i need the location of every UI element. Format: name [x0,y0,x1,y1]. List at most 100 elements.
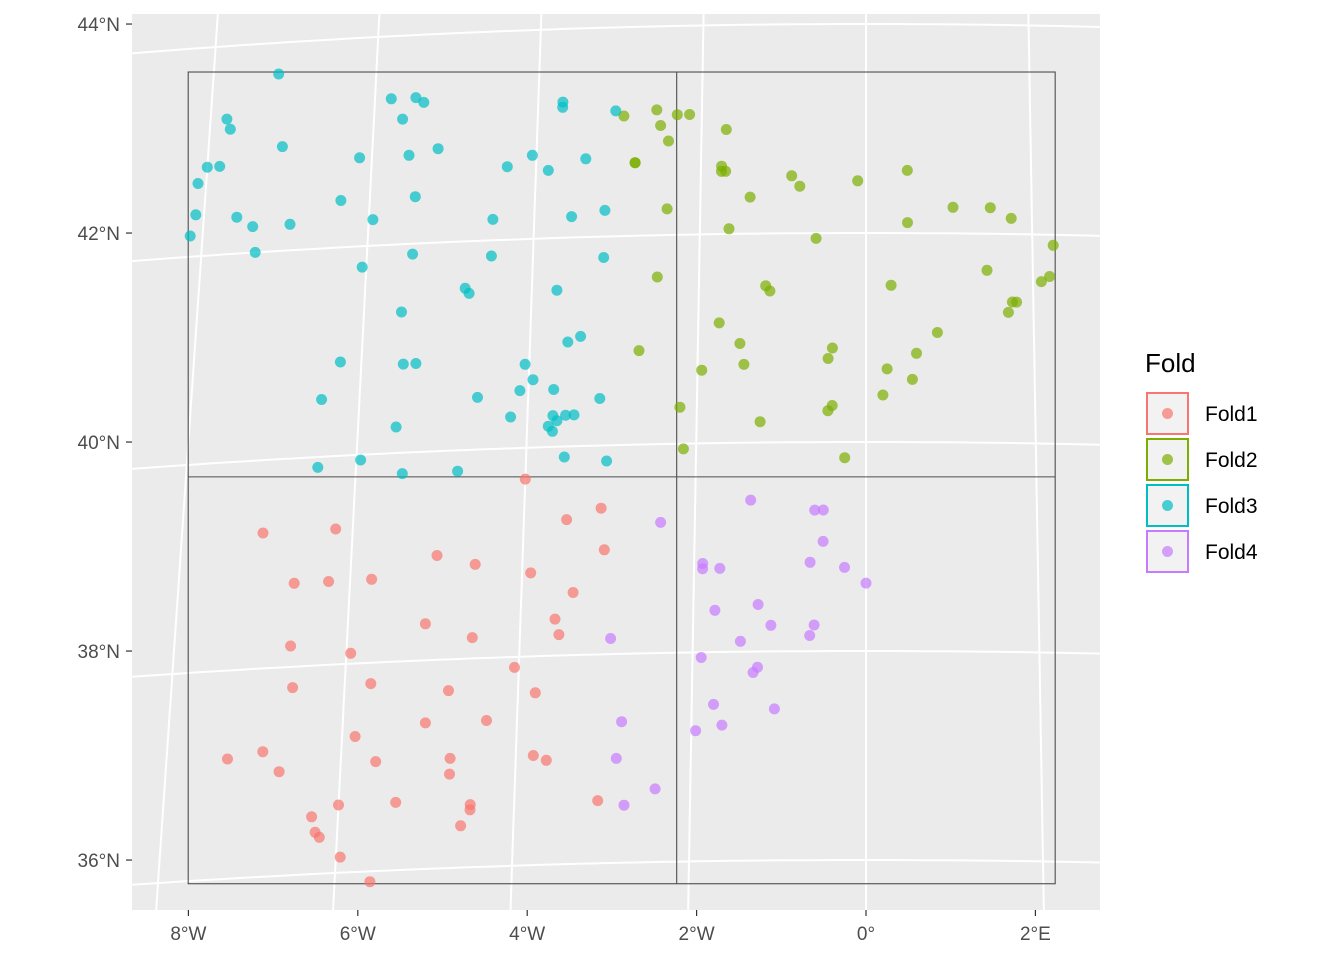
x-tick-label: 0° [857,924,875,945]
point-fold1 [553,629,565,641]
point-fold2 [1044,271,1056,282]
point-fold2 [1002,306,1014,318]
point-fold3 [485,250,497,262]
point-fold4 [697,563,709,575]
point-fold4 [817,504,829,516]
point-fold3 [403,149,415,161]
point-fold3 [284,218,296,230]
point-fold3 [487,213,499,225]
point-fold1 [481,715,492,726]
point-fold3 [397,358,409,370]
point-fold3 [601,455,613,467]
legend: Fold Fold1 Fold2 Fold3 Fold4 [1145,348,1258,573]
point-fold3 [542,164,554,176]
point-fold3 [519,358,531,370]
point-fold1 [257,527,269,539]
point-fold1 [509,661,520,673]
point-fold1 [390,796,402,808]
point-fold1 [366,573,378,585]
point-fold1 [345,647,357,659]
point-fold3 [546,425,558,437]
point-fold3 [390,421,402,433]
y-tick-label: 36°N [78,851,120,872]
point-fold3 [566,211,578,223]
legend-key-point [1162,408,1173,419]
point-fold4 [747,667,759,678]
point-fold3 [221,113,233,125]
point-fold1 [527,750,539,761]
point-fold3 [356,261,368,273]
point-fold4 [809,504,821,516]
x-tick-label: 2°W [679,924,715,945]
point-fold2 [754,416,766,428]
point-fold2 [723,223,735,235]
point-fold3 [501,161,513,173]
point-fold2 [839,452,851,464]
legend-label-fold3: Fold3 [1205,495,1258,518]
point-fold2 [810,232,822,244]
point-fold2 [931,327,943,338]
point-fold1 [469,558,481,570]
legend-key-point [1162,454,1173,465]
point-fold3 [418,96,430,108]
point-fold2 [911,347,922,359]
point-fold3 [409,191,421,203]
point-fold1 [370,756,382,768]
point-fold2 [716,165,727,177]
point-fold3 [316,394,328,405]
point-fold2 [822,405,834,417]
point-fold1 [257,746,269,758]
point-fold3 [224,123,236,135]
legend-label-fold2: Fold2 [1205,449,1258,472]
meridian-line [687,14,705,910]
point-fold3 [548,384,560,395]
point-fold3 [334,356,346,368]
point-fold4 [804,630,816,641]
point-fold1 [288,577,300,589]
point-fold2 [1011,296,1023,308]
point-fold1 [592,795,604,807]
point-fold4 [709,604,721,616]
y-tick-label: 40°N [78,433,120,454]
point-fold1 [443,685,454,697]
point-fold2 [661,203,673,215]
legend-label-fold1: Fold1 [1205,403,1258,426]
legend-title: Fold [1145,348,1196,378]
point-fold1 [595,502,607,514]
point-fold1 [540,754,552,766]
point-fold2 [663,135,674,147]
point-fold1 [313,831,325,843]
point-fold3 [355,454,367,466]
point-fold2 [734,338,746,349]
point-fold4 [605,633,617,644]
point-fold4 [808,619,820,631]
point-fold2 [671,109,683,121]
point-fold2 [655,120,667,131]
meridian-line [1027,14,1045,910]
point-fold3 [562,336,574,348]
point-fold2 [651,104,663,116]
point-fold2 [906,373,918,385]
point-fold3 [407,248,419,260]
point-fold1 [273,766,285,778]
x-tick-label: 4°W [509,924,545,945]
point-fold3 [568,409,580,421]
point-fold3 [410,358,422,369]
scatter-points [184,68,1059,888]
point-fold2 [764,285,776,297]
x-tick-label: 8°W [170,924,206,945]
point-fold3 [551,415,563,427]
point-fold2 [674,401,686,413]
point-fold2 [947,201,959,213]
point-fold4 [714,562,726,574]
point-fold3 [192,178,204,189]
point-fold1 [598,544,610,556]
point-fold1 [466,632,478,644]
point-fold4 [618,799,630,811]
point-fold1 [330,523,342,535]
point-fold2 [981,264,993,276]
point-fold3 [432,143,444,155]
point-fold2 [633,345,645,357]
point-fold2 [651,271,663,283]
